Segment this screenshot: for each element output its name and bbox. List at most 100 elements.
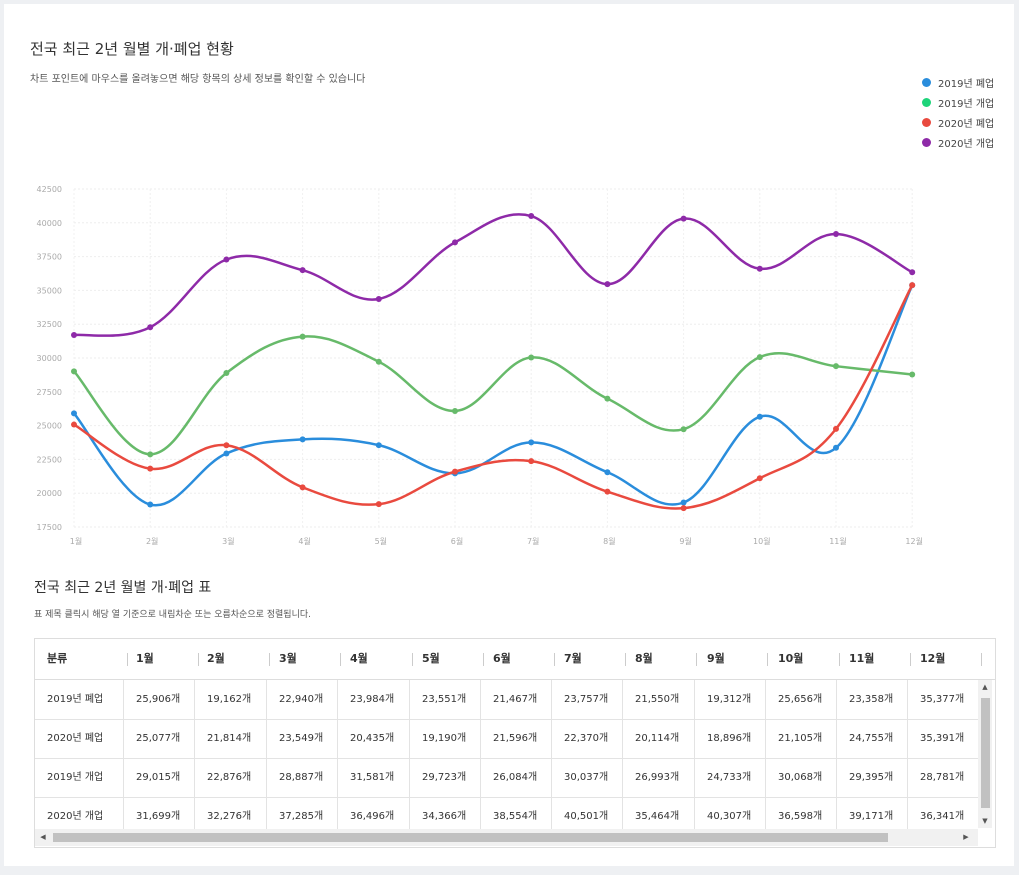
value-cell: 25,077개: [124, 719, 195, 758]
data-point[interactable]: [376, 359, 382, 365]
horizontal-scrollbar[interactable]: ◀ ▶: [35, 829, 978, 846]
th-month-8[interactable]: 8월: [635, 639, 705, 679]
value-cell: 24,755개: [837, 719, 908, 758]
header-divider: [981, 653, 982, 666]
data-point[interactable]: [376, 501, 382, 507]
value-cell: 19,162개: [195, 680, 267, 719]
value-cell: 18,896개: [695, 719, 766, 758]
data-point[interactable]: [604, 469, 610, 475]
data-point[interactable]: [681, 500, 687, 506]
horizontal-scroll-thumb[interactable]: [53, 833, 888, 842]
data-point[interactable]: [71, 410, 77, 416]
data-point[interactable]: [71, 332, 77, 338]
scroll-right-icon[interactable]: ▶: [958, 829, 974, 846]
x-tick-label: 6월: [451, 536, 463, 546]
data-point[interactable]: [909, 282, 915, 288]
x-tick-label: 3월: [222, 536, 234, 546]
value-cell: 29,723개: [410, 758, 481, 797]
data-point[interactable]: [757, 354, 763, 360]
data-point[interactable]: [223, 450, 229, 456]
data-point[interactable]: [223, 442, 229, 448]
data-point[interactable]: [909, 371, 915, 377]
data-point[interactable]: [681, 426, 687, 432]
th-month-4[interactable]: 4월: [350, 639, 420, 679]
data-point[interactable]: [147, 502, 153, 508]
data-point[interactable]: [300, 334, 306, 340]
data-point[interactable]: [223, 370, 229, 376]
series-line-3: [74, 214, 912, 335]
th-month-7[interactable]: 7월: [564, 639, 634, 679]
data-point[interactable]: [223, 257, 229, 263]
value-cell: 22,370개: [552, 719, 623, 758]
row-label-cell: 2019년 폐업: [35, 680, 124, 719]
data-point[interactable]: [528, 354, 534, 360]
data-point[interactable]: [300, 267, 306, 273]
data-point[interactable]: [300, 436, 306, 442]
scroll-down-icon[interactable]: ▼: [978, 814, 992, 828]
data-point[interactable]: [452, 239, 458, 245]
data-point[interactable]: [757, 475, 763, 481]
value-cell: 24,733개: [695, 758, 766, 797]
data-point[interactable]: [147, 466, 153, 472]
data-point[interactable]: [300, 484, 306, 490]
data-point[interactable]: [71, 422, 77, 428]
data-point[interactable]: [757, 414, 763, 420]
vertical-scroll-thumb[interactable]: [981, 698, 990, 808]
x-tick-label: 12월: [905, 536, 923, 546]
data-point[interactable]: [604, 489, 610, 495]
th-month-12[interactable]: 12월: [920, 639, 980, 679]
x-tick-label: 10월: [753, 536, 771, 546]
th-month-1[interactable]: 1월: [136, 639, 206, 679]
data-point[interactable]: [681, 216, 687, 222]
value-cell: 30,037개: [552, 758, 623, 797]
data-point[interactable]: [833, 445, 839, 451]
data-point[interactable]: [376, 442, 382, 448]
value-cell: 19,190개: [410, 719, 481, 758]
value-cell: 28,887개: [267, 758, 338, 797]
header-divider: [910, 653, 911, 666]
header-divider: [696, 653, 697, 666]
data-point[interactable]: [71, 368, 77, 374]
data-point[interactable]: [604, 281, 610, 287]
y-tick-label: 20000: [37, 489, 62, 498]
data-point[interactable]: [452, 408, 458, 414]
value-cell: 29,015개: [124, 758, 195, 797]
value-cell: 30,068개: [766, 758, 837, 797]
scroll-up-icon[interactable]: ▲: [978, 680, 992, 694]
data-point[interactable]: [452, 469, 458, 475]
data-point[interactable]: [833, 231, 839, 237]
data-point[interactable]: [604, 396, 610, 402]
data-point[interactable]: [909, 269, 915, 275]
data-point[interactable]: [528, 213, 534, 219]
data-point[interactable]: [757, 266, 763, 272]
th-month-2[interactable]: 2월: [207, 639, 277, 679]
data-point[interactable]: [147, 451, 153, 457]
value-cell: 23,757개: [552, 680, 623, 719]
th-category[interactable]: 분류: [47, 639, 127, 679]
th-month-6[interactable]: 6월: [493, 639, 563, 679]
data-point[interactable]: [376, 296, 382, 302]
th-month-11[interactable]: 11월: [849, 639, 919, 679]
header-divider: [269, 653, 270, 666]
data-table: 분류 1월 2월 3월 4월 5월 6월 7월 8월 9월 10월 11월 12…: [34, 638, 996, 848]
value-cell: 21,105개: [766, 719, 837, 758]
vertical-scrollbar[interactable]: ▲ ▼: [978, 680, 992, 828]
header-divider: [412, 653, 413, 666]
y-tick-label: 22500: [37, 455, 62, 464]
data-point[interactable]: [833, 363, 839, 369]
data-point[interactable]: [681, 505, 687, 511]
th-month-3[interactable]: 3월: [279, 639, 349, 679]
row-label-cell: 2020년 폐업: [35, 719, 124, 758]
data-point[interactable]: [528, 458, 534, 464]
data-point[interactable]: [147, 324, 153, 330]
dashboard-card: 전국 최근 2년 월별 개·폐업 현황 차트 포인트에 마우스를 올려놓으면 해…: [4, 4, 1014, 866]
data-point[interactable]: [528, 439, 534, 445]
th-month-5[interactable]: 5월: [422, 639, 492, 679]
y-tick-label: 17500: [37, 523, 62, 532]
header-divider: [767, 653, 768, 666]
scroll-left-icon[interactable]: ◀: [35, 829, 51, 846]
x-tick-label: 7월: [527, 536, 539, 546]
data-point[interactable]: [833, 426, 839, 432]
th-month-10[interactable]: 10월: [778, 639, 848, 679]
series-line-1: [74, 336, 912, 454]
